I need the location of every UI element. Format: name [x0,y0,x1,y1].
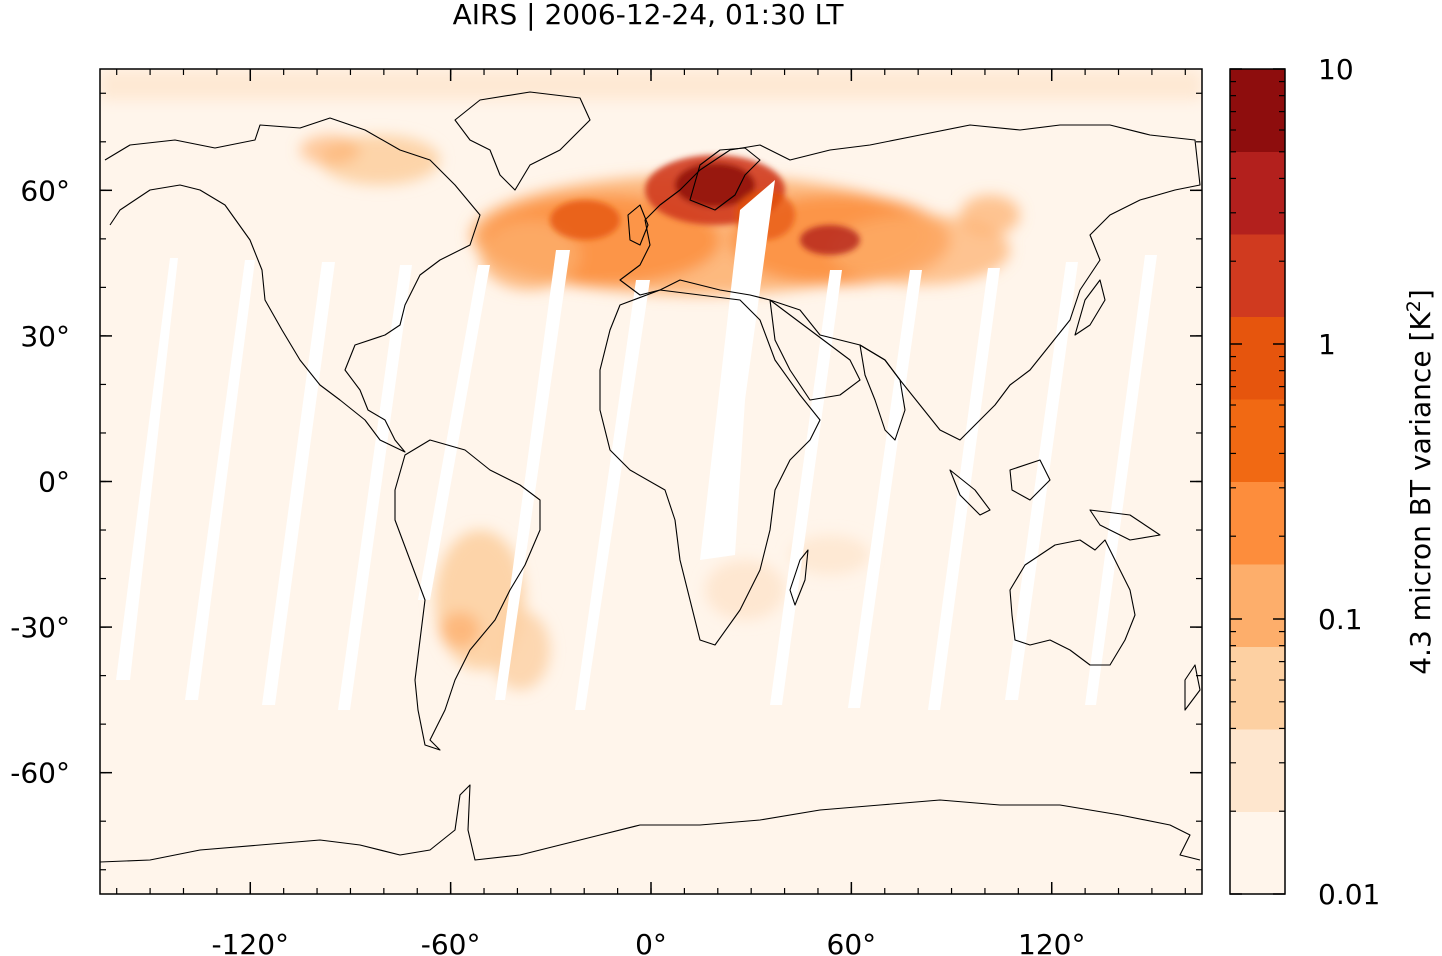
x-tick-label: 0° [635,928,667,956]
coastline-new-guinea [1089,509,1161,541]
colorbar-tick-label: 0.01 [1318,878,1380,911]
x-tick-label: 120° [1018,928,1085,956]
coastline-borneo [1009,459,1051,501]
coastline-india [859,344,906,441]
swath-gap [928,268,1000,710]
swath-gaps [116,180,1157,710]
colorbar-band [1230,151,1285,235]
colorbar-label-text: 4.3 micron BT variance [K [1404,312,1437,675]
colorbar-band [1230,564,1285,647]
map-panel: -120° -60° 0° 60° 120° 60° 30° 0° -30° -60° [10,68,1203,956]
y-tick-label: -60° [10,757,70,790]
x-tick-label: 60° [827,928,877,956]
swath-gap [262,262,335,705]
y-tick-label: 60° [20,174,70,207]
coastline-south-america [394,439,541,751]
colorbar-band [1230,811,1285,895]
coastline-australia [1009,539,1136,666]
hotspot-canada [300,135,440,185]
coastlines [100,91,1201,863]
coastline-madagascar [789,549,809,606]
map-title: AIRS | 2006-12-24, 01:30 LT [453,0,845,31]
coastline-eurasia [619,124,1201,441]
swath-gap [185,260,255,700]
colorbar-tick-label: 1 [1318,328,1336,361]
coastline-scandinavia [689,147,761,211]
swath-gap [1005,262,1078,700]
coastline-africa [599,289,821,646]
colorbar-band [1230,234,1285,317]
coastline-arabia [769,299,861,401]
y-tick-label: 30° [20,320,70,353]
coastline-new-zealand [1184,664,1201,711]
coastline-british-isles [627,204,649,246]
coastline-north-america [104,117,481,453]
swath-gap [700,180,775,560]
swath-gap [770,270,842,705]
coastline-greenland [454,91,591,191]
swath-gap [495,250,570,700]
colorbar-band [1230,729,1285,812]
coastline-sumatra [949,469,991,516]
colorbar-tick-label: 0.1 [1318,603,1363,636]
colorbar-band [1230,69,1285,152]
hotspot-south-africa [705,535,870,620]
colorbar-tick-label: 10 [1318,53,1354,86]
colorbar-label-suffix: ] [1404,289,1437,300]
colorbar-frame [1229,68,1286,895]
variance-field [100,70,1202,863]
colorbar-label: 4.3 micron BT variance [K2] [1403,289,1437,675]
colorbar-band [1230,646,1285,730]
hotspot-band-north [470,175,1020,295]
swath-gap [116,258,178,680]
y-tick-label: -30° [10,611,70,644]
colorbar: 10 1 0.1 0.01 4.3 micron BT variance [K2] [1229,53,1437,911]
y-tick-label: 0° [38,466,70,499]
swath-gap [418,265,490,600]
colorbar-band [1230,316,1285,400]
coastline-japan [1074,279,1106,336]
map-ticks: -120° -60° 0° 60° 120° 60° 30° 0° -30° -60° [10,69,1202,956]
swath-gap [575,280,650,710]
colorbar-label-superscript: 2 [1403,300,1425,312]
coastline-antarctica [100,784,1201,863]
colorbar-band [1230,399,1285,482]
swath-gap [1085,255,1157,705]
x-tick-label: -60° [421,928,481,956]
colorbar-band [1230,481,1285,565]
swath-gap [848,270,922,708]
colorbar-bands [1230,69,1285,895]
swath-gap [338,265,412,710]
colorbar-ticks: 10 1 0.1 0.01 [1230,53,1380,911]
x-tick-label: -120° [211,928,289,956]
